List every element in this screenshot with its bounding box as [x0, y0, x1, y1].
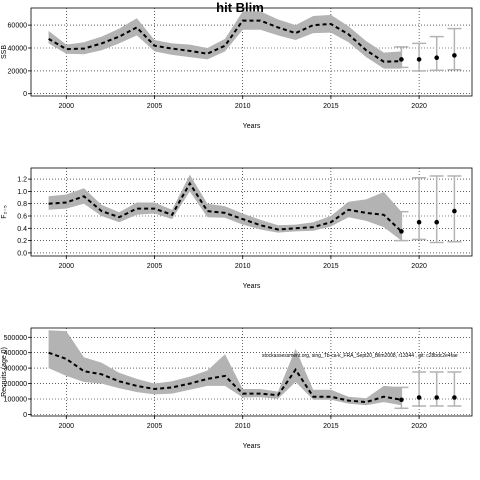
confidence-band — [48, 11, 402, 69]
y-tick-label: 60000 — [8, 23, 28, 30]
x-axis-label: Years — [243, 123, 261, 130]
series-line — [48, 351, 402, 404]
projection-point — [434, 395, 440, 400]
chart-panel-3: 2000 2005 2010 2015 2020 0 100000 200000 300000 4… — [1, 327, 473, 450]
x-tick-label: 2000 — [59, 263, 75, 270]
x-tick-label: 2005 — [147, 263, 163, 270]
confidence-band — [48, 330, 402, 406]
plot-frame — [30, 167, 473, 257]
x-tick-label: 2020 — [411, 263, 427, 270]
x-tick-label: 2000 — [59, 423, 75, 430]
plot-frame — [30, 7, 473, 97]
source-annotation: stockassessment.org, sing_Tb-ca-k_FRA_Se… — [262, 353, 458, 359]
projection-point — [434, 219, 440, 225]
projection-point — [434, 55, 440, 60]
x-tick-label: 2010 — [235, 423, 251, 430]
x-tick-label: 2010 — [235, 103, 251, 110]
chart-panels: 2000 2005 2010 2015 20200200004000060000Year… — [1, 7, 473, 450]
y-tick-label: 1.2 — [17, 177, 27, 184]
chart-title: hit Blim — [216, 0, 264, 15]
y-tick-label: 0 — [23, 91, 27, 98]
x-tick-label: 2015 — [323, 103, 339, 110]
projection-point — [452, 395, 457, 400]
x-tick-label: 2010 — [235, 263, 251, 270]
series-line — [48, 181, 403, 233]
y-tick-label: 400000 — [4, 350, 27, 357]
projection-point — [399, 397, 404, 403]
y-tick-label: 200000 — [4, 381, 27, 388]
y-axis-label: F₂₋₅ — [1, 205, 8, 219]
confidence-band — [48, 174, 402, 241]
projection-point — [416, 57, 422, 62]
x-axis-label: Years — [243, 443, 261, 450]
chart-panel-2: 2000 2005 2010 2015 2020 0.0 0.2 0.4 0.6 0.8 1.0 1.… — [1, 167, 473, 290]
x-tick-label: 2005 — [147, 103, 163, 110]
projection-point — [416, 219, 422, 225]
y-tick-label: 0 — [23, 412, 27, 419]
y-tick-label: 500000 — [4, 335, 27, 342]
y-tick-label: 300000 — [4, 366, 27, 373]
x-tick-label: 2015 — [323, 423, 339, 430]
y-tick-label: 0.6 — [17, 214, 27, 221]
y-axis-label: Recruits (age 0) — [1, 347, 8, 397]
y-tick-label: 100000 — [4, 397, 27, 404]
projection-point — [399, 57, 404, 62]
y-tick-label: 0.4 — [17, 226, 27, 233]
y-tick-label: 20000 — [8, 68, 28, 75]
projection-point — [452, 208, 457, 214]
x-tick-label: 2015 — [323, 263, 339, 270]
projection-point — [399, 229, 404, 234]
y-tick-label: 1.0 — [17, 189, 27, 196]
y-tick-label: 0.0 — [17, 250, 27, 257]
x-axis-label: Years — [243, 283, 261, 290]
y-tick-label: 40000 — [8, 46, 28, 53]
x-tick-label: 2005 — [147, 423, 163, 430]
projection-point — [452, 53, 457, 58]
series-line — [48, 19, 402, 63]
x-tick-label: 2020 — [411, 423, 427, 430]
plot-frame — [30, 327, 473, 417]
projection-point — [416, 395, 422, 400]
x-tick-label: 2000 — [59, 103, 75, 110]
y-tick-label: 0.2 — [17, 238, 27, 245]
y-axis-label: SSB — [1, 45, 8, 59]
chart-panel-1: 2000 2005 2010 2015 2020 0 20000 40000 60000 Year… — [1, 7, 473, 130]
y-tick-label: 0.8 — [17, 201, 27, 208]
x-tick-label: 2020 — [411, 103, 427, 110]
